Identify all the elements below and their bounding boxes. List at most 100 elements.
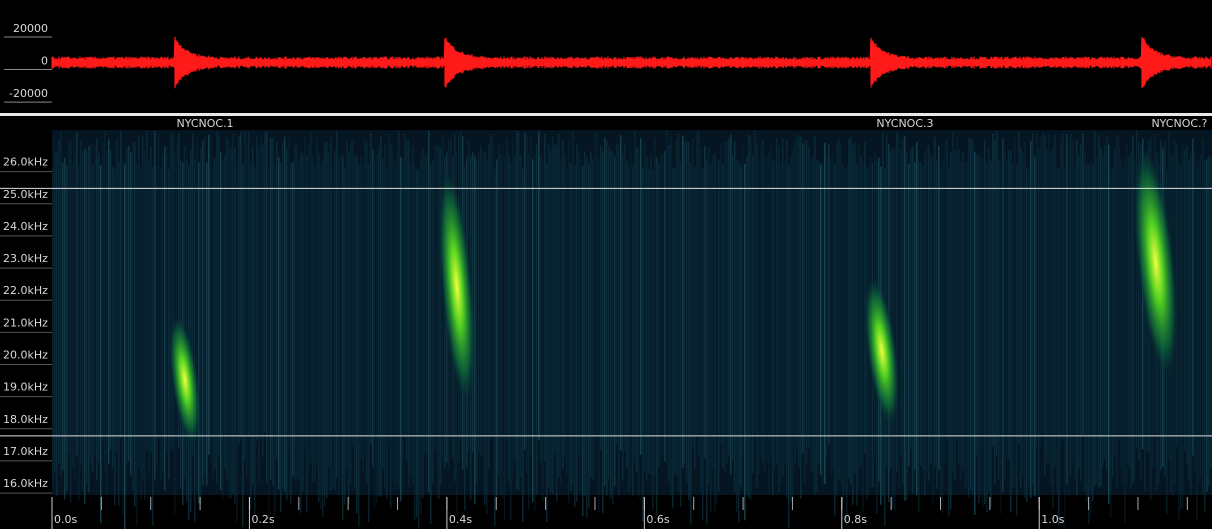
noise-streak	[136, 165, 138, 525]
noise-streak	[1130, 151, 1132, 489]
noise-streak	[206, 163, 208, 485]
noise-streak	[982, 157, 984, 507]
noise-streak	[1120, 158, 1122, 468]
noise-streak	[560, 159, 562, 485]
noise-streak	[514, 156, 516, 461]
noise-streak	[610, 150, 612, 498]
noise-streak	[662, 154, 664, 455]
noise-streak	[650, 154, 652, 475]
noise-streak	[332, 168, 334, 488]
y-tick-label: 18.0kHz	[3, 413, 48, 426]
noise-streak	[1204, 160, 1206, 512]
noise-streak	[224, 155, 226, 470]
noise-streak	[144, 150, 146, 499]
noise-streak	[858, 144, 860, 487]
noise-streak	[324, 142, 326, 507]
noise-streak	[1012, 164, 1014, 487]
noise-streak	[306, 155, 308, 512]
noise-streak	[740, 166, 742, 487]
noise-streak	[334, 151, 336, 491]
noise-streak	[742, 147, 744, 452]
noise-streak	[266, 132, 268, 482]
noise-streak	[350, 142, 352, 482]
noise-streak	[602, 152, 604, 513]
noise-streak	[158, 134, 160, 440]
y-tick-label: 19.0kHz	[3, 381, 48, 394]
noise-streak	[782, 138, 784, 476]
noise-streak	[636, 147, 638, 472]
noise-streak	[806, 141, 808, 463]
noise-streak	[312, 155, 314, 481]
noise-streak	[918, 161, 920, 511]
noise-streak	[1020, 147, 1022, 488]
noise-streak	[904, 136, 906, 501]
noise-streak	[792, 149, 794, 504]
noise-streak	[264, 132, 266, 432]
noise-streak	[1122, 166, 1124, 484]
noise-streak	[910, 149, 912, 450]
noise-streak	[276, 142, 278, 458]
noise-streak	[546, 163, 548, 522]
noise-streak	[488, 145, 490, 469]
noise-streak	[138, 135, 140, 467]
noise-streak	[212, 166, 214, 477]
noise-streak	[80, 141, 82, 465]
noise-streak	[794, 142, 796, 464]
noise-streak	[504, 157, 506, 521]
noise-streak	[68, 143, 70, 453]
noise-streak	[1016, 166, 1018, 516]
noise-streak	[490, 134, 492, 436]
noise-streak	[1010, 151, 1012, 512]
noise-streak	[106, 150, 108, 495]
noise-streak	[668, 145, 670, 483]
noise-streak	[70, 142, 72, 503]
call-label: NYCNOC.?	[1151, 117, 1207, 130]
noise-streak	[134, 142, 136, 506]
noise-streak	[946, 140, 948, 440]
noise-streak	[270, 138, 272, 480]
noise-streak	[236, 166, 238, 522]
noise-streak	[130, 152, 132, 475]
noise-streak	[268, 166, 270, 518]
noise-streak	[590, 151, 592, 478]
noise-streak	[814, 136, 816, 494]
noise-streak	[902, 138, 904, 483]
noise-streak	[72, 165, 74, 469]
noise-streak	[594, 131, 596, 474]
noise-streak	[722, 163, 724, 469]
noise-streak	[834, 163, 836, 516]
noise-streak	[1068, 143, 1070, 496]
noise-streak	[160, 168, 162, 480]
noise-streak	[938, 146, 940, 471]
noise-streak	[544, 134, 546, 462]
noise-streak	[1090, 161, 1092, 514]
noise-streak	[292, 163, 294, 476]
noise-streak	[390, 143, 392, 508]
noise-streak	[394, 163, 396, 491]
noise-streak	[1186, 145, 1188, 464]
noise-streak	[592, 160, 594, 481]
noise-streak	[230, 146, 232, 497]
y-tick-label: -20000	[9, 87, 48, 100]
noise-streak	[194, 160, 196, 522]
noise-streak	[626, 160, 628, 467]
noise-streak	[564, 155, 566, 457]
noise-streak	[536, 145, 538, 495]
noise-streak	[248, 132, 250, 438]
y-tick-label: 17.0kHz	[3, 445, 48, 458]
noise-streak	[798, 135, 800, 466]
noise-streak	[828, 145, 830, 445]
noise-streak	[558, 134, 560, 478]
noise-streak	[810, 154, 812, 472]
noise-streak	[920, 163, 922, 466]
noise-streak	[970, 138, 972, 490]
noise-streak	[1078, 155, 1080, 468]
noise-streak	[482, 151, 484, 458]
noise-streak	[770, 147, 772, 460]
noise-streak	[896, 133, 898, 473]
noise-streak	[768, 153, 770, 492]
noise-streak	[84, 148, 86, 504]
noise-streak	[1058, 168, 1060, 525]
noise-streak	[844, 168, 846, 492]
noise-streak	[344, 168, 346, 505]
